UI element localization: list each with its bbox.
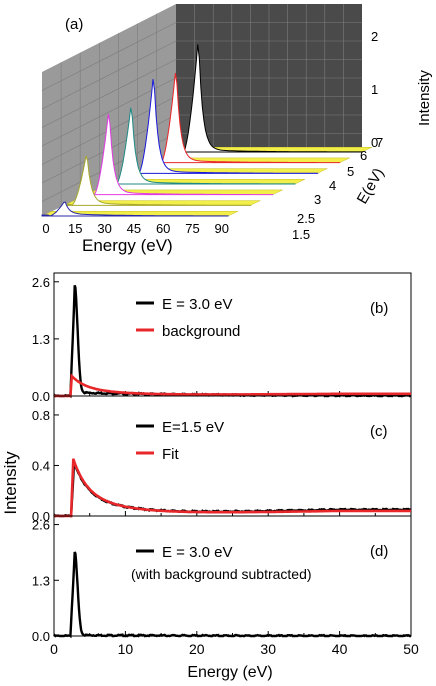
legend-label: E = 3.0 eV xyxy=(162,296,232,313)
y-tick-label: 0.4 xyxy=(32,458,50,473)
x-tick-label: 90 xyxy=(215,221,229,236)
grid-line xyxy=(41,40,177,110)
grid-line xyxy=(41,59,177,128)
x-tick-label: 45 xyxy=(127,221,141,236)
waterfall-series-E1.5 xyxy=(41,201,229,217)
y-tick-label: 0.0 xyxy=(32,629,50,644)
series-line xyxy=(53,551,411,639)
z-tick-label: 7 xyxy=(376,135,383,150)
x-tick-label: 0 xyxy=(42,221,49,236)
y-tick-label: 0.0 xyxy=(32,509,50,524)
y-tick-label: 0.0 xyxy=(32,389,50,404)
x-tick-label: 15 xyxy=(68,221,82,236)
panel-c-ylabel: Intensity xyxy=(1,451,20,515)
x-tick-label: 30 xyxy=(97,221,111,236)
x-tick-label: 10 xyxy=(118,641,134,657)
z-tick-label: 5 xyxy=(347,164,354,179)
x-tick-label: 20 xyxy=(189,641,205,657)
y-tick-label: 0 xyxy=(371,135,378,150)
panel-c: 0.0 0.4 0.8 (c) E=1.5 eV Fit xyxy=(32,395,412,524)
grid-line xyxy=(41,22,177,91)
legend-label: E = 3.0 eV xyxy=(162,544,232,561)
waterfall-series-E7 xyxy=(175,44,363,153)
y-tick-label: 2 xyxy=(371,29,378,44)
panel-d-xlabel: Energy (eV) xyxy=(187,664,272,681)
panel-label: (b) xyxy=(370,300,388,317)
z-tick-label: 1.5 xyxy=(292,227,310,242)
y-tick-label: 1 xyxy=(371,82,378,97)
x-tick-label: 30 xyxy=(260,641,276,657)
legend-label: E=1.5 eV xyxy=(162,419,224,436)
legend-label: Fit xyxy=(162,446,179,463)
waterfall-series-E6 xyxy=(153,72,341,164)
waterfall-series-E3 xyxy=(86,113,274,196)
series-line xyxy=(53,462,412,518)
panel-b: 0.0 1.3 2.6 (b) E = 3.0 eV background xyxy=(32,272,412,404)
x-tick-label: 60 xyxy=(156,221,170,236)
panel-a-ylabel: Intensity xyxy=(416,70,433,126)
panel-a-xlabel: Energy (eV) xyxy=(82,236,173,255)
legend-note: (with background subtracted) xyxy=(131,566,312,582)
y-tick-label: 2.6 xyxy=(32,518,50,533)
panel-a-zlabel: E(eV) xyxy=(354,165,388,207)
waterfall-series-E2.5 xyxy=(63,155,252,206)
x-tick-label: 75 xyxy=(185,221,199,236)
series-line xyxy=(53,284,412,399)
z-tick-label: 3 xyxy=(314,192,321,207)
z-tick-label: 2.5 xyxy=(297,211,315,226)
x-tick-label: 0 xyxy=(50,641,58,657)
series-line xyxy=(54,373,411,398)
panel-label: (c) xyxy=(370,423,388,440)
y-tick-label: 0.8 xyxy=(32,408,50,423)
panel-a-label: (a) xyxy=(65,16,83,33)
panel-d: 0.0 1.3 2.6 (d) E = 3.0 eV (with background s… xyxy=(32,515,419,657)
y-tick-label: 1.3 xyxy=(32,332,50,347)
waterfall-series-E4 xyxy=(108,107,296,185)
y-tick-label: 1.3 xyxy=(32,573,50,588)
series-line xyxy=(54,458,411,518)
z-tick-label: 6 xyxy=(360,148,367,163)
waterfall-series-E5 xyxy=(130,79,319,174)
panel-label: (d) xyxy=(370,543,388,560)
y-tick-label: 2.6 xyxy=(32,275,50,290)
plot-frame xyxy=(53,395,412,517)
panels-bcd: 0.01.32.6(b)E = 3.0 eVbackground0.00.40.… xyxy=(32,272,419,657)
z-tick-label: 4 xyxy=(329,178,336,193)
legend-label: background xyxy=(162,323,240,340)
x-tick-label: 40 xyxy=(332,641,348,657)
x-tick-label: 50 xyxy=(403,641,419,657)
